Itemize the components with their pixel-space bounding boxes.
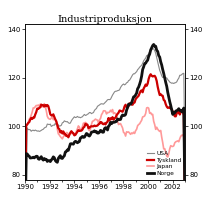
- Title: Industriproduksjon: Industriproduksjon: [58, 15, 152, 24]
- Legend: USA, Tyskland, Japan, Norge: USA, Tyskland, Japan, Norge: [146, 151, 182, 177]
